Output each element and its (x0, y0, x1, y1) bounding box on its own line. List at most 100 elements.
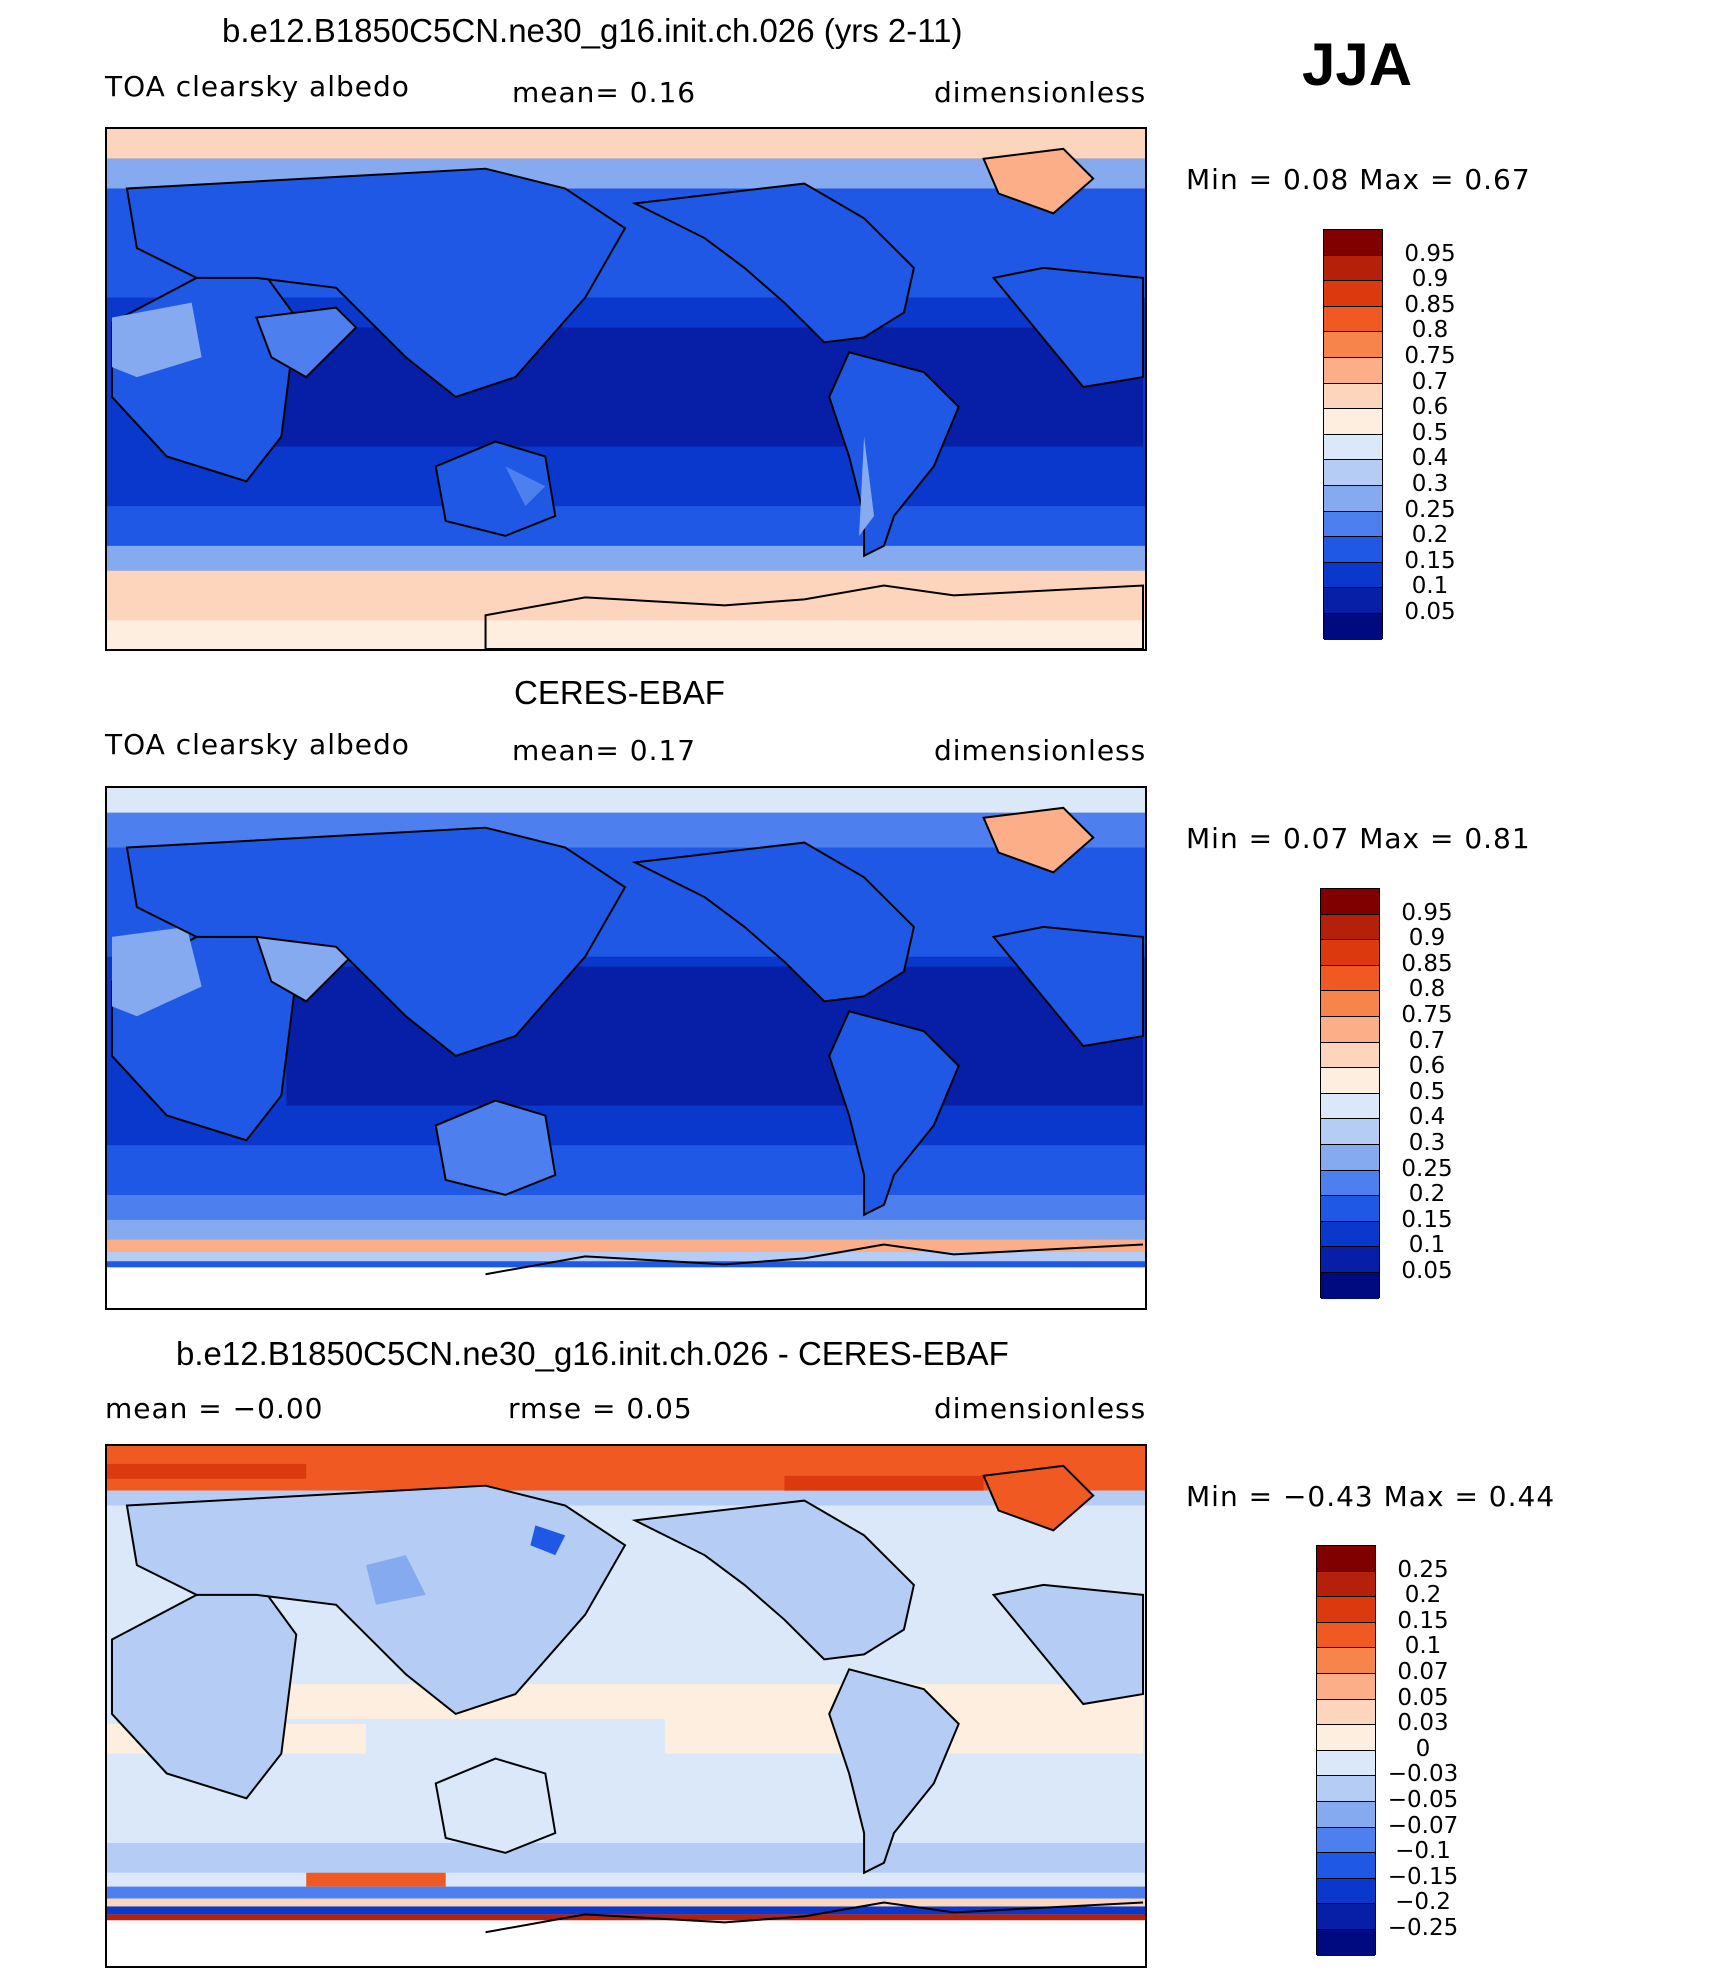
colorbar-box (1324, 485, 1382, 512)
colorbar-box (1321, 1119, 1379, 1145)
panel-2-colorbar (1320, 888, 1380, 1299)
panel-3-mean-label: mean = −0.00 (105, 1392, 324, 1425)
colorbar-box (1324, 409, 1382, 435)
colorbar-box (1321, 914, 1379, 941)
panel-2-map (105, 786, 1147, 1310)
colorbar-box (1324, 306, 1382, 333)
colorbar-tick-label: 0.1 (1411, 573, 1449, 600)
colorbar-tick-label: 0.03 (1397, 1710, 1449, 1737)
colorbar-box (1317, 1827, 1375, 1854)
colorbar-tick-label: 0.05 (1401, 1258, 1453, 1284)
panel-1-title: b.e12.B1850C5CN.ne30_g16.init.ch.026 (yr… (222, 12, 963, 49)
panel-2-map-svg (107, 788, 1145, 1308)
colorbar-tick-label: 0.05 (1397, 1684, 1449, 1711)
colorbar-box (1321, 1247, 1379, 1273)
colorbar-tick-label: −0.2 (1395, 1889, 1451, 1916)
colorbar-box (1321, 940, 1379, 966)
colorbar-tick-label: −0.15 (1387, 1863, 1459, 1890)
colorbar-box (1317, 1929, 1375, 1956)
colorbar-box (1317, 1673, 1375, 1700)
panel-3-units-label: dimensionless (934, 1392, 1147, 1425)
colorbar-tick-label: 0.05 (1404, 599, 1456, 625)
colorbar-box (1324, 255, 1382, 282)
colorbar-tick-label: 0.2 (1408, 1181, 1446, 1208)
colorbar-box (1321, 889, 1379, 915)
colorbar-tick-label: 0.4 (1411, 445, 1449, 472)
colorbar-tick-label: 0.6 (1408, 1053, 1446, 1080)
colorbar-tick-label: 0.3 (1411, 471, 1449, 497)
colorbar-box (1321, 1170, 1379, 1197)
colorbar-tick-label: 0.2 (1411, 522, 1449, 549)
panel-2-variable-label: TOA clearsky albedo (105, 728, 410, 761)
colorbar-tick-label: −0.25 (1387, 1915, 1459, 1941)
panel-1-map-svg (107, 129, 1145, 649)
colorbar-tick-label: 0.6 (1411, 394, 1449, 421)
colorbar-box (1321, 991, 1379, 1017)
colorbar-box (1321, 965, 1379, 992)
colorbar-tick-label: −0.03 (1387, 1761, 1459, 1788)
colorbar-box (1317, 1699, 1375, 1726)
colorbar-box (1324, 357, 1382, 384)
colorbar-box (1324, 383, 1382, 410)
colorbar-box (1321, 1068, 1379, 1094)
colorbar-box (1324, 537, 1382, 563)
colorbar-tick-label: 0.1 (1404, 1633, 1442, 1660)
colorbar-box (1317, 1878, 1375, 1905)
colorbar-box (1317, 1750, 1375, 1777)
colorbar-box (1324, 434, 1382, 461)
colorbar-box (1321, 1042, 1379, 1069)
colorbar-tick-label: 0.85 (1401, 950, 1453, 977)
colorbar-box (1324, 460, 1382, 486)
panel-1-map (105, 127, 1147, 651)
colorbar-tick-label: 0.5 (1411, 419, 1449, 446)
colorbar-box (1321, 1144, 1379, 1171)
colorbar-tick-label: 0.1 (1408, 1232, 1446, 1259)
colorbar-tick-label: −0.1 (1395, 1838, 1451, 1865)
colorbar-tick-label: 0.9 (1408, 925, 1446, 952)
colorbar-tick-label: 0 (1415, 1735, 1431, 1762)
colorbar-tick-label: 0.3 (1408, 1130, 1446, 1156)
colorbar-tick-label: 0.15 (1404, 547, 1456, 574)
colorbar-tick-label: 0.7 (1408, 1027, 1446, 1054)
colorbar-tick-label: 0.15 (1397, 1607, 1449, 1634)
panel-1-minmax: Min = 0.08 Max = 0.67 (1186, 163, 1531, 196)
colorbar-box (1324, 562, 1382, 589)
panel-3-colorbar (1316, 1545, 1376, 1956)
colorbar-box (1321, 1016, 1379, 1043)
colorbar-tick-label: 0.7 (1411, 368, 1449, 395)
panel-1-units-label: dimensionless (934, 76, 1147, 109)
colorbar-tick-label: −0.05 (1387, 1787, 1459, 1813)
colorbar-tick-label: 0.95 (1401, 899, 1453, 926)
panel-1-mean-label: mean= 0.16 (512, 76, 697, 109)
colorbar-box (1317, 1571, 1375, 1598)
colorbar-tick-label: 0.25 (1401, 1155, 1453, 1182)
colorbar-box (1324, 281, 1382, 307)
colorbar-tick-label: 0.5 (1408, 1078, 1446, 1105)
colorbar-box (1324, 588, 1382, 614)
colorbar-tick-label: 0.07 (1397, 1659, 1449, 1685)
colorbar-tick-label: 0.9 (1411, 266, 1449, 293)
panel-3-minmax: Min = −0.43 Max = 0.44 (1186, 1480, 1556, 1513)
colorbar-tick-label: 0.85 (1404, 291, 1456, 318)
colorbar-tick-label: 0.75 (1401, 1002, 1453, 1028)
panel-2-mean-label: mean= 0.17 (512, 734, 697, 767)
colorbar-tick-label: 0.4 (1408, 1104, 1446, 1131)
colorbar-tick-label: −0.07 (1387, 1812, 1459, 1839)
colorbar-box (1324, 613, 1382, 640)
panel-1-variable-label: TOA clearsky albedo (105, 70, 410, 103)
colorbar-box (1317, 1853, 1375, 1879)
colorbar-box (1317, 1648, 1375, 1674)
panel-3-map-svg (107, 1446, 1145, 1966)
panel-2-minmax: Min = 0.07 Max = 0.81 (1186, 822, 1531, 855)
colorbar-box (1321, 1196, 1379, 1222)
panel-3-title: b.e12.B1850C5CN.ne30_g16.init.ch.026 - C… (176, 1335, 1009, 1372)
colorbar-box (1324, 332, 1382, 358)
colorbar-box (1317, 1776, 1375, 1802)
colorbar-tick-label: 0.95 (1404, 240, 1456, 267)
colorbar-tick-label: 0.15 (1401, 1206, 1453, 1233)
panel-2-title: CERES-EBAF (514, 674, 725, 711)
colorbar-box (1324, 511, 1382, 538)
colorbar-box (1321, 1272, 1379, 1299)
colorbar-tick-label: 0.75 (1404, 343, 1456, 369)
colorbar-box (1317, 1597, 1375, 1623)
